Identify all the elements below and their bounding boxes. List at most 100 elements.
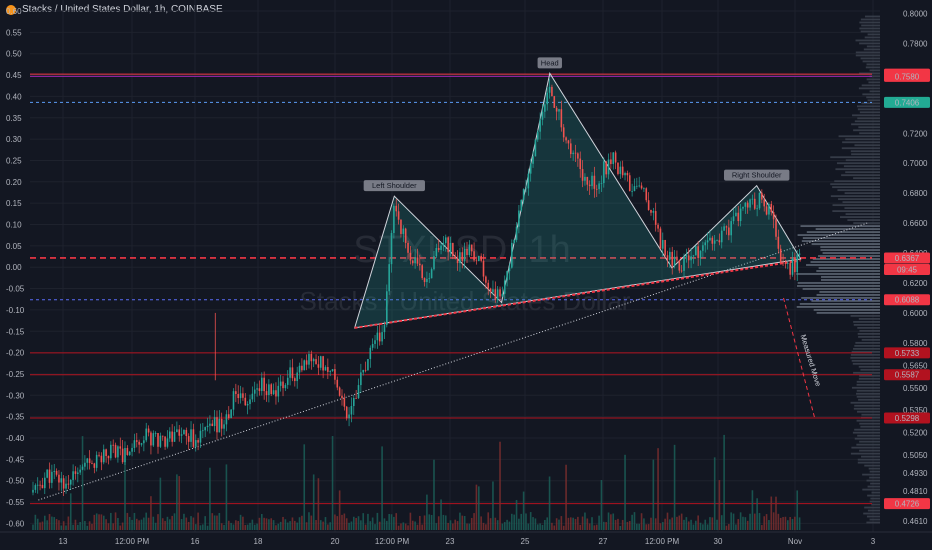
candle-body xyxy=(289,367,291,378)
candle-body xyxy=(772,212,775,220)
candle-body xyxy=(770,203,773,213)
profile-bar xyxy=(801,297,880,299)
volume-bar xyxy=(770,496,773,530)
x-axis-tick: 23 xyxy=(446,537,455,546)
volume-bar xyxy=(133,512,136,530)
candle-body xyxy=(327,367,329,372)
volume-bar xyxy=(553,525,556,530)
stx-logo-icon xyxy=(6,5,16,15)
profile-bar xyxy=(861,102,880,105)
volume-bar xyxy=(386,520,388,530)
profile-bar xyxy=(858,377,880,380)
candle-body xyxy=(110,444,112,459)
price-label: 0.5298 xyxy=(895,414,920,423)
volume-bar xyxy=(588,523,591,530)
price-label-bg xyxy=(884,70,930,82)
profile-bar xyxy=(856,443,880,446)
volume-bar xyxy=(371,517,374,530)
candle-body xyxy=(62,478,65,489)
volume-bar xyxy=(452,523,454,530)
candle-body xyxy=(390,233,393,265)
candle-body xyxy=(595,188,598,190)
x-axis-tick: Nov xyxy=(788,537,802,546)
profile-bar xyxy=(836,162,880,165)
volume-bar xyxy=(209,467,211,530)
volume-bar xyxy=(414,521,416,530)
volume-bar xyxy=(463,515,466,530)
candle-body xyxy=(133,440,136,448)
candle-body xyxy=(768,203,770,215)
candle-body xyxy=(227,414,230,419)
profile-bar xyxy=(858,87,880,90)
volume-bar xyxy=(447,522,449,530)
profile-bar xyxy=(851,386,880,389)
left-axis-tick: 0.05 xyxy=(6,242,22,251)
profile-bar xyxy=(853,177,880,180)
profile-bar xyxy=(867,494,880,497)
candle-body xyxy=(551,86,553,97)
candle-body xyxy=(258,388,261,391)
volume-bar xyxy=(86,525,89,530)
profile-bar xyxy=(861,84,880,87)
candle-body xyxy=(411,260,414,264)
candle-body xyxy=(709,237,711,241)
volume-bar xyxy=(444,515,447,530)
volume-bar xyxy=(88,521,91,530)
candle-body xyxy=(272,390,275,395)
candle-body xyxy=(539,119,541,132)
profile-bar xyxy=(832,204,880,207)
volume-bar xyxy=(286,522,289,530)
right-axis-tick: 0.7000 xyxy=(903,159,928,168)
profile-bar xyxy=(866,521,880,524)
volume-bar xyxy=(301,515,303,530)
profile-bar xyxy=(869,476,880,479)
profile-bar xyxy=(820,249,880,251)
x-axis-tick: 27 xyxy=(599,537,608,546)
volume-bar xyxy=(400,523,402,530)
volume-bar xyxy=(192,517,195,530)
volume-bar xyxy=(46,520,48,530)
volume-bar xyxy=(560,516,563,530)
volume-bar xyxy=(362,513,365,530)
candle-body xyxy=(463,248,466,261)
candle-body xyxy=(270,384,273,395)
volume-bar xyxy=(758,513,761,530)
horizontal-levels xyxy=(30,73,872,505)
volume-bar xyxy=(93,514,96,530)
candle-body xyxy=(360,372,362,386)
candle-body xyxy=(560,109,563,128)
volume-bar xyxy=(798,517,801,530)
candle-body xyxy=(532,156,534,164)
volume-bar xyxy=(433,459,435,530)
price-label: 0.5587 xyxy=(895,371,920,380)
volume-bar xyxy=(581,516,584,530)
profile-bar xyxy=(854,344,880,347)
candle-body xyxy=(702,245,704,251)
volume-bar xyxy=(227,520,230,530)
left-axis-tick: 0.55 xyxy=(6,28,22,37)
candle-body xyxy=(416,257,419,264)
pattern-fill xyxy=(353,72,802,329)
profile-bar xyxy=(838,198,880,201)
candle-body xyxy=(581,169,584,181)
candle-body xyxy=(263,377,265,392)
candle-body xyxy=(112,444,114,446)
volume-bar xyxy=(569,517,572,530)
candle-body xyxy=(41,484,44,489)
head-label: Head xyxy=(541,58,559,67)
volume-bar xyxy=(768,520,770,530)
volume-bar xyxy=(503,522,506,530)
left-axis-tick: -0.45 xyxy=(6,455,25,464)
candle-body xyxy=(362,369,365,373)
volume-bar xyxy=(244,524,247,530)
candle-body xyxy=(169,431,171,439)
profile-bar xyxy=(860,30,880,33)
volume-bar xyxy=(357,516,360,530)
candle-body xyxy=(617,162,619,174)
candle-body xyxy=(511,242,513,268)
candle-body xyxy=(661,240,664,249)
neckline xyxy=(354,259,801,329)
volume-bar xyxy=(258,517,261,530)
price-label: 09:45 xyxy=(897,265,918,274)
